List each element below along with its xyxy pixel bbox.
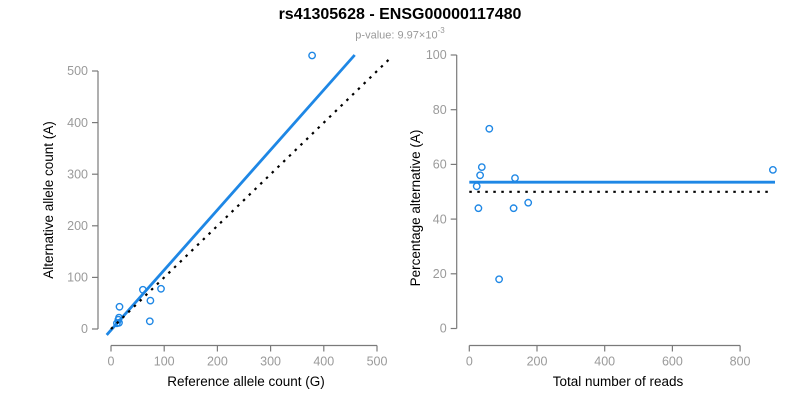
x-tick-label: 0 <box>108 355 115 369</box>
data-point <box>472 182 481 191</box>
x-tick-label: 400 <box>594 355 615 369</box>
data-point <box>157 284 165 293</box>
y-tick-label: 200 <box>67 219 88 233</box>
data-point <box>524 198 533 207</box>
y-tick-label: 60 <box>433 158 447 172</box>
right-scatter-plot: 0 20 40 60 80 100 0 200 400 600 800 Total number of… <box>408 48 777 389</box>
left-scatter-plot: 0 100 200 300 400 500 0 100 200 300 400 500 Referenc… <box>41 51 393 389</box>
p-value-text: p-value: 9.97×10 <box>355 29 438 42</box>
fit-line <box>105 54 356 336</box>
y-tick-label: 500 <box>67 64 88 78</box>
x-tick-label: 200 <box>527 355 548 369</box>
y-tick-label: 100 <box>426 48 447 62</box>
x-tick-label: 800 <box>730 355 751 369</box>
data-point <box>509 204 518 213</box>
data-point <box>768 165 777 174</box>
x-tick-label: 600 <box>662 355 683 369</box>
data-point <box>511 174 519 183</box>
y-tick-label: 40 <box>433 212 447 226</box>
x-tick-label: 0 <box>466 355 473 369</box>
y-tick-label: 300 <box>67 167 88 181</box>
data-point <box>115 302 124 311</box>
data-point <box>495 275 504 284</box>
y-tick-label: 100 <box>67 271 88 285</box>
p-value-exponent: -3 <box>437 26 445 35</box>
p-value-label: p-value: 9.97×10-3 <box>0 26 800 42</box>
x-tick-label: 100 <box>154 355 175 369</box>
x-tick-label: 300 <box>260 355 281 369</box>
x-tick-label: 400 <box>313 355 334 369</box>
y-tick-label: 80 <box>433 103 447 117</box>
y-axis-title: Alternative allele count (A) <box>41 121 56 279</box>
data-point <box>485 124 494 133</box>
data-point <box>476 171 485 180</box>
data-point <box>145 317 154 326</box>
y-tick-label: 0 <box>81 322 88 336</box>
y-tick-label: 0 <box>440 322 447 336</box>
data-point <box>308 51 316 60</box>
data-point <box>477 163 486 172</box>
data-point <box>146 296 155 305</box>
y-axis-title: Percentage alternative (A) <box>408 130 423 287</box>
x-axis-title: Total number of reads <box>553 374 684 389</box>
y-tick-label: 400 <box>67 116 88 130</box>
x-axis-title: Reference allele count (G) <box>167 374 325 389</box>
x-tick-label: 500 <box>367 355 388 369</box>
y-tick-label: 20 <box>433 267 447 281</box>
x-tick-label: 200 <box>207 355 228 369</box>
figure-title: rs41305628 - ENSG00000117480 <box>278 6 522 23</box>
identity-line <box>110 56 393 330</box>
data-point <box>474 204 483 213</box>
